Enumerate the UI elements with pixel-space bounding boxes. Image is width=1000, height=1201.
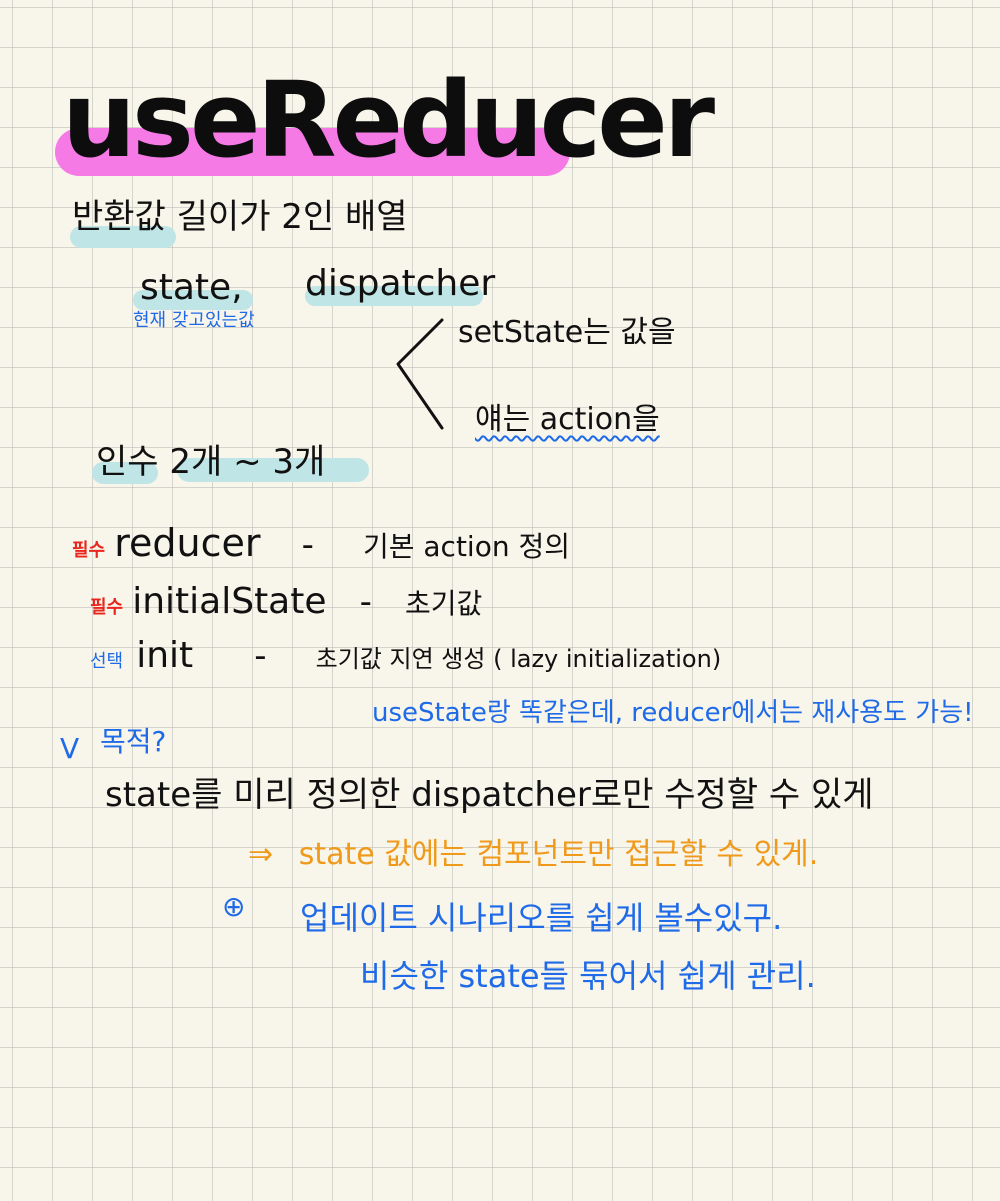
arg-tag: 필수	[72, 540, 106, 561]
benefit-2: 비슷한 state들 묶어서 쉽게 관리.	[360, 957, 816, 995]
state-note: 현재 갖고있는값	[133, 310, 255, 331]
args-highlight-1	[92, 462, 158, 484]
arg-name: init	[136, 635, 194, 676]
purpose-heading: 목적?	[100, 725, 167, 758]
setstate-note-text: setState는 값을	[458, 315, 676, 350]
page-title: useReducer	[62, 59, 715, 181]
action-note: 얘는 action을	[475, 405, 660, 435]
return-highlight	[70, 226, 176, 248]
title-highlight	[55, 128, 570, 176]
arg-tag: 필수	[90, 597, 124, 618]
arg-dash: -	[254, 636, 267, 676]
state-highlight	[133, 290, 253, 310]
arg-desc: 초기값 지연 생성 ( lazy initialization)	[315, 645, 722, 673]
args-highlight-2	[177, 458, 369, 482]
dispatcher-label: dispatcher	[305, 263, 496, 304]
arg-dash: -	[301, 525, 314, 565]
purpose-line: state를 미리 정의한 dispatcher로만 수정할 수 있게	[105, 775, 874, 815]
state-label: state,	[140, 267, 243, 308]
bracket-icon	[396, 318, 444, 430]
purpose-result-text: state 값에는 컴포넌트만 접근할 수 있게.	[298, 837, 819, 872]
arg-row-reducer: 필수 reducer - 기본 action 정의	[72, 524, 570, 562]
benefit-1: 업데이트 시나리오를 쉽게 볼수있구.	[300, 899, 783, 937]
arg-name: reducer	[114, 521, 261, 565]
arg-desc: 기본 action 정의	[362, 530, 570, 563]
args-note: useState랑 똑같은데, reducer에서는 재사용도 가능!	[372, 698, 974, 728]
setstate-note: setState는 값을	[458, 318, 676, 348]
arg-dash: -	[359, 582, 372, 622]
purpose-result: ⇒ state 값에는 컴포넌트만 접근할 수 있게.	[248, 840, 818, 870]
plus-icon: ⊕	[222, 890, 246, 923]
return-value-line: 반환값 길이가 2인 배열	[72, 197, 408, 237]
check-mark: V	[60, 732, 80, 765]
dispatcher-highlight	[305, 286, 483, 306]
action-note-text: 얘는 action을	[475, 402, 660, 437]
arg-desc: 초기값	[404, 587, 483, 620]
arg-row-initialstate: 필수 initialState - 초기값	[90, 584, 482, 620]
arrow-icon: ⇒	[248, 837, 274, 872]
arg-name: initialState	[132, 581, 327, 622]
args-line: 인수 2개 ~ 3개	[96, 442, 326, 482]
arg-row-init: 선택 init - 초기값 지연 생성 ( lazy initializatio…	[90, 638, 721, 674]
arg-tag: 선택	[90, 651, 124, 672]
